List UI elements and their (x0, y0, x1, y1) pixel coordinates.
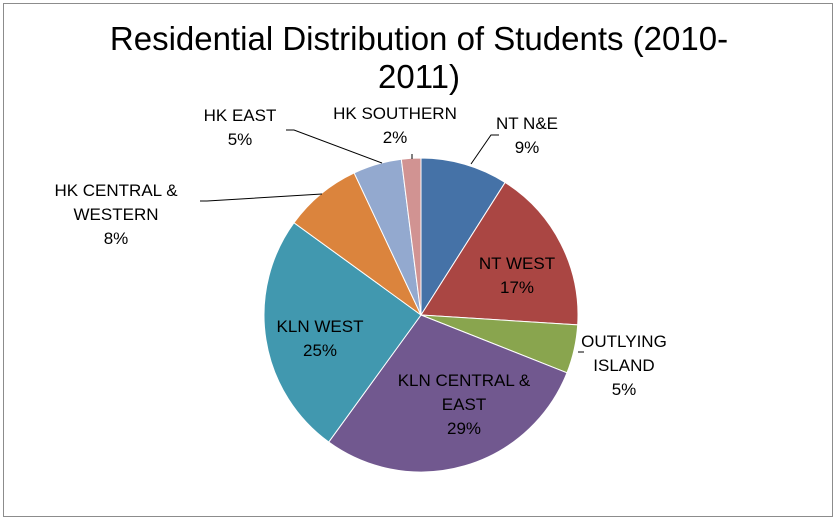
chart-title-line-2: 2011) (378, 58, 460, 95)
slice-value-label: 9% (515, 138, 540, 157)
slice-name-label: EAST (442, 395, 486, 414)
leader-line (470, 134, 499, 165)
slice-value-label: 8% (104, 229, 129, 248)
pie-slice-nt-west (420, 181, 579, 326)
slice-value-label: 29% (447, 419, 481, 438)
pie-slice-kln-central-east (328, 314, 568, 473)
pie-slice-hk-southern (400, 157, 422, 316)
slice-name-label: NT N&E (496, 114, 558, 133)
leader-line (200, 193, 323, 202)
slice-name-label: ISLAND (593, 356, 654, 375)
slice-name-label: WESTERN (74, 205, 159, 224)
slice-value-label: 25% (303, 341, 337, 360)
pie-slice-kln-west (263, 222, 422, 443)
chart-area: Residential Distribution of Students (20… (3, 3, 833, 517)
slice-name-label: HK SOUTHERN (333, 104, 457, 123)
pie-slice-nt-n-e (420, 157, 506, 317)
slice-name-label: HK CENTRAL & (54, 181, 178, 200)
pie-chart: Residential Distribution of Students (20… (54, 20, 728, 473)
slice-name-label: KLN WEST (277, 317, 364, 336)
chart-title-line-1: Residential Distribution of Students (20… (110, 20, 728, 57)
slice-value-label: 5% (228, 130, 253, 149)
data-labels: NT N&E 9% NT WEST 17% OUTLYING ISLAND 5% KLN CE… (54, 104, 666, 438)
slice-value-label: 5% (612, 380, 637, 399)
slice-value-label: 17% (500, 278, 534, 297)
leader-line (286, 129, 383, 164)
slice-name-label: HK EAST (204, 106, 277, 125)
slice-value-label: 2% (383, 128, 408, 147)
pie-slices (263, 157, 579, 473)
slice-name-label: KLN CENTRAL & (398, 371, 531, 390)
leader-lines (200, 129, 584, 353)
slice-name-label: OUTLYING (581, 332, 667, 351)
slice-name-label: NT WEST (479, 254, 555, 273)
